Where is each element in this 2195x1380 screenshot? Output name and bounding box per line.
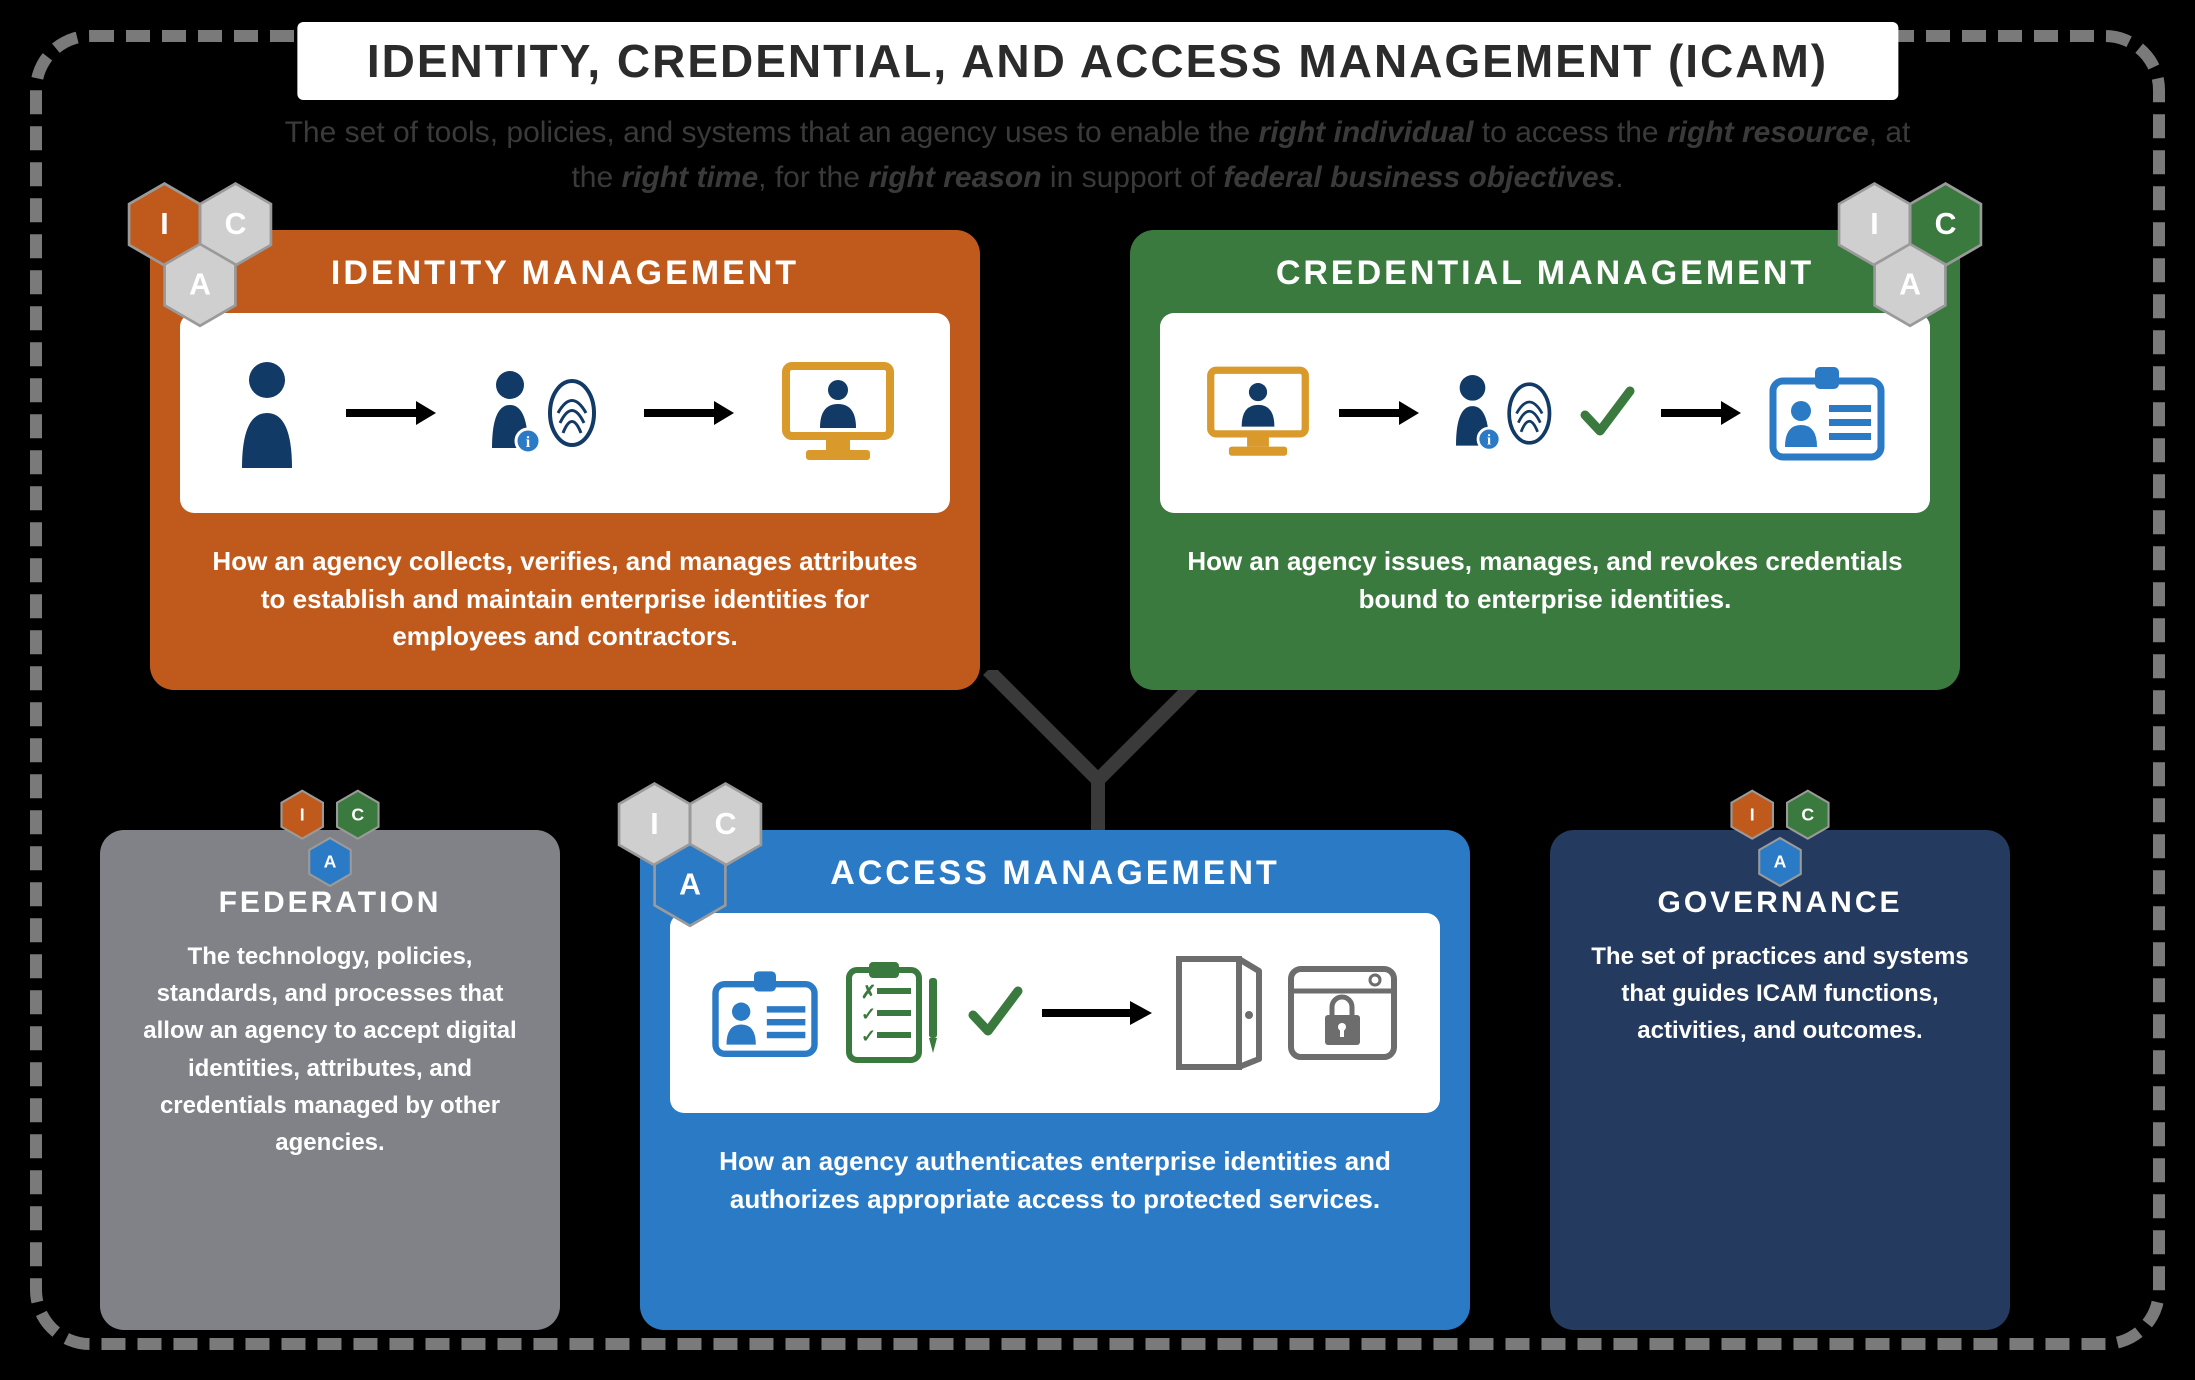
svg-text:C: C <box>1801 804 1814 824</box>
svg-text:i: i <box>1487 432 1491 448</box>
subtitle: The set of tools, policies, and systems … <box>273 110 1923 200</box>
federation-card: I C A FEDERATION The technology, policie… <box>100 830 560 1330</box>
svg-text:I: I <box>300 804 305 824</box>
credential-flow: i <box>1160 313 1930 513</box>
svg-text:A: A <box>324 852 337 872</box>
checklist-icon: ✗✓✓ <box>839 958 949 1068</box>
identity-card: I C A IDENTITY MANAGEMENT i How an agenc… <box>150 230 980 690</box>
svg-text:I: I <box>1870 208 1878 241</box>
identity-desc: How an agency collects, verifies, and ma… <box>180 543 950 656</box>
federation-hex-badge: I C A <box>260 780 400 905</box>
arrow-icon <box>1042 998 1152 1028</box>
id-badge-icon <box>710 966 820 1061</box>
identity-flow: i <box>180 313 950 513</box>
browser-lock-icon <box>1285 963 1400 1063</box>
id-badge-icon <box>1767 363 1887 463</box>
access-desc: How an agency authenticates enterprise i… <box>670 1143 1440 1218</box>
access-hex-badge: I C A <box>600 780 780 940</box>
checkmark-icon <box>1580 383 1635 443</box>
credential-card: I C A CREDENTIAL MANAGEMENT i How an age… <box>1130 230 1960 690</box>
governance-desc: The set of practices and systems that gu… <box>1580 938 1980 1050</box>
arrow-icon <box>1339 398 1419 428</box>
svg-text:I: I <box>160 208 168 241</box>
person-fingerprint-icon: i <box>480 363 600 463</box>
door-icon <box>1171 953 1266 1073</box>
svg-text:C: C <box>225 208 247 241</box>
credential-hex-badge: I C A <box>1820 180 2000 340</box>
checkmark-icon <box>968 983 1023 1043</box>
federation-desc: The technology, policies, standards, and… <box>130 938 530 1161</box>
page-title: IDENTITY, CREDENTIAL, AND ACCESS MANAGEM… <box>367 34 1828 88</box>
svg-text:A: A <box>1899 269 1921 302</box>
person-icon <box>232 358 302 468</box>
identity-title: IDENTITY MANAGEMENT <box>180 254 950 293</box>
person-fingerprint-icon: i <box>1445 366 1555 461</box>
svg-text:A: A <box>1774 852 1787 872</box>
title-banner: IDENTITY, CREDENTIAL, AND ACCESS MANAGEM… <box>297 22 1898 100</box>
svg-text:✓: ✓ <box>861 1004 876 1024</box>
svg-text:A: A <box>189 269 211 302</box>
svg-text:✓: ✓ <box>861 1026 876 1046</box>
governance-card: I C A GOVERNANCE The set of practices an… <box>1550 830 2010 1330</box>
arrow-icon <box>346 398 436 428</box>
access-card: I C A ACCESS MANAGEMENT ✗✓✓ How an agenc… <box>640 830 1470 1330</box>
access-title: ACCESS MANAGEMENT <box>670 854 1440 893</box>
monitor-person-icon <box>778 358 898 468</box>
arrow-icon <box>644 398 734 428</box>
svg-text:A: A <box>679 869 701 902</box>
access-flow: ✗✓✓ <box>670 913 1440 1113</box>
svg-text:I: I <box>650 808 658 841</box>
svg-text:C: C <box>351 804 364 824</box>
svg-text:✗: ✗ <box>861 982 876 1002</box>
monitor-person-icon <box>1203 363 1313 463</box>
credential-title: CREDENTIAL MANAGEMENT <box>1160 254 1930 293</box>
svg-text:C: C <box>1935 208 1957 241</box>
svg-text:C: C <box>715 808 737 841</box>
governance-hex-badge: I C A <box>1710 780 1850 905</box>
arrow-icon <box>1661 398 1741 428</box>
svg-text:i: i <box>526 434 531 451</box>
credential-desc: How an agency issues, manages, and revok… <box>1160 543 1930 618</box>
svg-text:I: I <box>1750 804 1755 824</box>
identity-hex-badge: I C A <box>110 180 290 340</box>
